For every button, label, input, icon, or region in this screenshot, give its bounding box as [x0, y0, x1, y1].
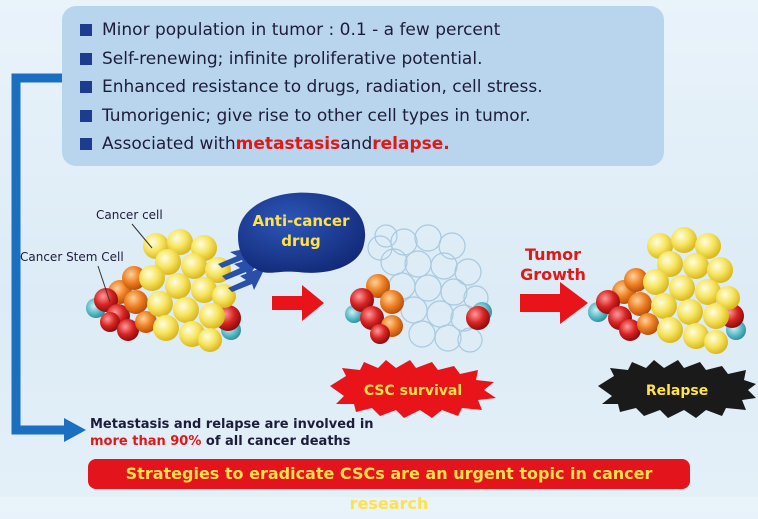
tumor-surviving-csc: [345, 274, 492, 344]
bullet-item: Tumorigenic; give rise to other cell typ…: [80, 102, 543, 131]
mortality-note: Metastasis and relapse are involved in m…: [90, 416, 374, 450]
bullet-square-icon: [80, 138, 92, 151]
tumor-growth-label-line1: Tumor: [525, 245, 581, 264]
conclusion-banner: Strategies to eradicate CSCs are an urge…: [88, 459, 690, 513]
mortality-highlight: more than 90%: [90, 434, 202, 449]
relapse-label: Relapse: [646, 383, 708, 399]
bracket-arrowhead: [64, 418, 86, 442]
bullet-square-icon: [80, 81, 92, 94]
arrow-red-2: [520, 282, 588, 324]
mortality-note-line2: more than 90% of all cancer deaths: [90, 434, 351, 449]
csc-properties-list: Minor population in tumor : 0.1 - a few …: [80, 16, 543, 159]
bullet-item: Associated with metastasis and relapse.: [80, 130, 543, 159]
tumor-relapse: [588, 227, 746, 354]
tumor-initial: [86, 229, 241, 352]
info-panel: [62, 6, 664, 166]
bullet-square-icon: [80, 109, 92, 122]
diagram-canvas: Anti-cancer drug Tumor Growth CSC surviv…: [11, 73, 756, 442]
tumor-growth-label-line2: Growth: [520, 265, 586, 284]
bullet-item: Self-renewing; infinite proliferative po…: [80, 45, 543, 74]
relapse-starburst: [598, 360, 756, 418]
mortality-note-line1: Metastasis and relapse are involved in: [90, 417, 374, 432]
anti-cancer-drug-label-line1: Anti-cancer: [253, 212, 351, 230]
cancer-cell-pointer: [131, 223, 153, 249]
arrow-red-1: [272, 285, 324, 321]
bullet-square-icon: [80, 24, 92, 37]
cancer-stem-cell-label: Cancer Stem Cell: [20, 250, 124, 264]
bullet-square-icon: [80, 52, 92, 65]
bullet-item: Enhanced resistance to drugs, radiation,…: [80, 73, 543, 102]
csc-survival-starburst: [330, 360, 496, 418]
cancer-stem-cell-pointer: [97, 265, 111, 303]
bullet-item: Minor population in tumor : 0.1 - a few …: [80, 16, 543, 45]
bracket-line: [11, 73, 66, 435]
anti-cancer-drug-label-line2: drug: [281, 232, 321, 250]
anti-cancer-drug-blob: [238, 192, 366, 273]
csc-survival-label: CSC survival: [364, 383, 462, 399]
cancer-cell-label: Cancer cell: [96, 208, 163, 222]
tumor-ghost-cells: [367, 224, 489, 353]
